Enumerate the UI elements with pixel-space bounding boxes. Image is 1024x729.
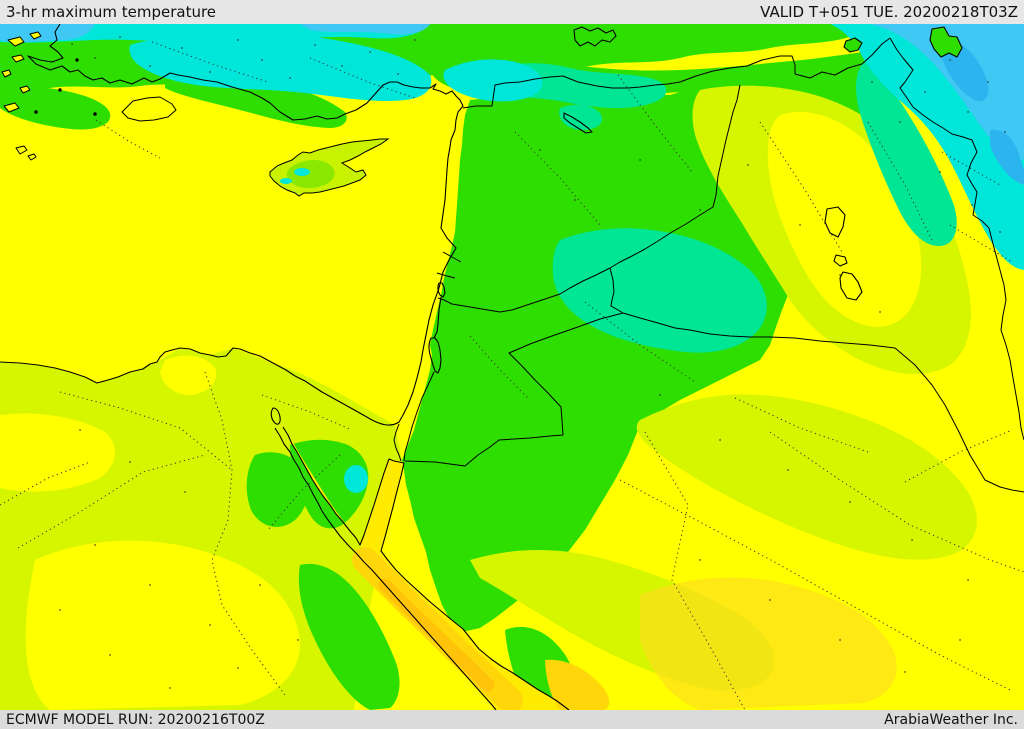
temperature-map [0,24,1024,710]
red-sea-water [276,426,610,710]
turkey-border [462,37,891,109]
red-sea-west-coastline [274,427,497,710]
lake-razzaza [839,271,863,301]
rhodes-island [121,96,177,122]
suez-canal-lakes [270,407,281,425]
blue-coldest-patches [0,24,1024,185]
iraq-iran-border [889,37,1024,441]
lake-tharthar [824,206,846,238]
lebanon-border [436,251,462,279]
country-borders [393,37,1024,493]
dead-sea [428,337,442,374]
sinai-gulfs-coastline [282,426,570,710]
syria-iraq-border [609,84,741,269]
aegean-islands [1,31,177,161]
lake-habbaniyah [833,254,848,267]
cyprus-island [269,138,390,197]
jordan-saudi-border [404,312,624,467]
egypt-temperature-field [0,348,402,710]
attribution-label: ArabiaWeather Inc. [884,711,1018,728]
ataturk-reservoir [573,26,617,47]
saudi-transition-band [470,394,977,710]
temperature-map-canvas [0,24,1024,710]
jordan-river [433,296,442,339]
israel-jordan-border [403,371,435,462]
valid-time-label: VALID T+051 TUE. 20200218T03Z [760,3,1018,21]
map-title: 3-hr maximum temperature [6,3,217,21]
map-footer-bar: ECMWF MODEL RUN: 20200216T00Z ArabiaWeat… [0,710,1024,729]
iraq-saudi-border [622,312,1024,493]
map-header-bar: 3-hr maximum temperature VALID T+051 TUE… [0,0,1024,24]
coastlines [0,24,963,710]
lake-van [843,37,863,53]
syria-jordan-border [437,267,611,313]
mediterranean-coastline [0,24,464,426]
stipple-dots [59,36,1006,689]
lake-assad [563,112,593,134]
sea-of-galilee [437,282,446,298]
lake-urmia [929,26,963,58]
jordan-iraq-border [609,267,624,314]
israel-egypt-border [393,423,402,462]
model-run-label: ECMWF MODEL RUN: 20200216T00Z [6,711,265,728]
admin-boundaries-dotted [0,41,1024,710]
